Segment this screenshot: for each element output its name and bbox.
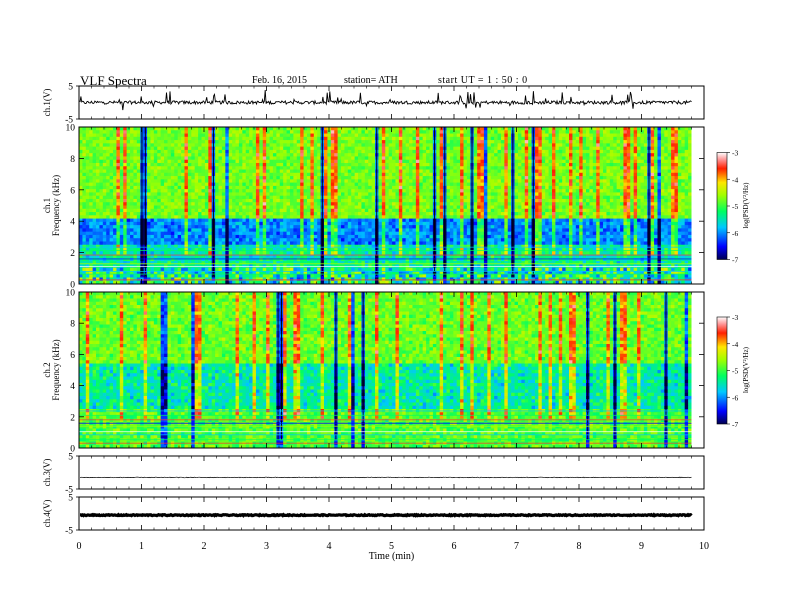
y-tick-label: 5 xyxy=(68,83,73,93)
colorbar-tick-label: -7 xyxy=(732,256,738,265)
colorbar-tick-label: -7 xyxy=(732,420,738,429)
y-tick-label: 5 xyxy=(68,494,73,504)
colorbar-tick-label: -6 xyxy=(732,393,738,402)
x-tick-label: 10 xyxy=(699,541,709,552)
y-tick-label: 4 xyxy=(70,382,75,392)
colorbar xyxy=(716,316,728,425)
y-tick-label: -5 xyxy=(65,527,73,537)
y-tick-label: -5 xyxy=(65,116,73,126)
spectrogram-ch1 xyxy=(79,127,704,285)
colorbar-tick-label: -3 xyxy=(732,149,738,158)
y-tick-label: 0 xyxy=(70,445,75,455)
x-tick-label: 9 xyxy=(639,541,644,552)
colorbar-tick-label: -6 xyxy=(732,229,738,238)
x-tick-label: 6 xyxy=(452,541,457,552)
waveform-ch4 xyxy=(79,512,693,518)
colorbar-tick-label: -5 xyxy=(732,367,738,376)
y-tick-label: 5 xyxy=(68,453,73,463)
x-axis-label: Time (min) xyxy=(369,551,414,562)
x-tick-label: 8 xyxy=(577,541,582,552)
x-tick-label: 5 xyxy=(389,541,394,552)
y-tick-label: 6 xyxy=(70,186,75,196)
y-tick-label: 6 xyxy=(70,351,75,361)
x-tick-label: 3 xyxy=(264,541,269,552)
colorbar-tick-label: -4 xyxy=(732,175,738,184)
y-tick-label: 10 xyxy=(66,289,76,299)
y-tick-label: 8 xyxy=(70,320,75,330)
x-tick-label: 4 xyxy=(327,541,332,552)
y-tick-label: -5 xyxy=(65,486,73,496)
waveform-ch3 xyxy=(79,476,692,479)
colorbar-tick-label: -4 xyxy=(732,340,738,349)
y-axis-label: Frequency (kHz) xyxy=(51,339,61,400)
x-tick-label: 0 xyxy=(77,541,82,552)
y-axis-label: ch.3(V) xyxy=(42,459,52,487)
y-axis-label: ch.2 xyxy=(42,362,52,377)
start-ut-label: start UT = 1 : 50 : 0 xyxy=(438,75,528,86)
y-tick-label: 0 xyxy=(70,281,75,291)
y-axis-label: ch.1(V) xyxy=(42,89,52,117)
y-tick-label: 2 xyxy=(70,249,75,259)
colorbar-label: log(PSD(V²/Hz) xyxy=(742,346,750,393)
waveform-ch1 xyxy=(79,89,692,111)
date-label: Feb. 16, 2015 xyxy=(252,75,307,86)
colorbar-label: log(PSD(V²/Hz) xyxy=(742,182,750,229)
y-tick-label: 4 xyxy=(70,218,75,228)
x-tick-label: 7 xyxy=(514,541,519,552)
y-axis-label: ch.1 xyxy=(42,198,52,213)
x-tick-label: 2 xyxy=(202,541,207,552)
colorbar-tick-label: -3 xyxy=(732,313,738,322)
colorbar-tick-label: -5 xyxy=(732,202,738,211)
y-axis-label: ch.4(V) xyxy=(42,500,52,528)
colorbar xyxy=(716,152,728,260)
y-axis-label: Frequency (kHz) xyxy=(51,175,61,236)
y-tick-label: 10 xyxy=(66,124,76,134)
x-tick-label: 1 xyxy=(139,541,144,552)
y-tick-label: 2 xyxy=(70,413,75,423)
spectrogram-ch2 xyxy=(79,292,704,449)
station-label: station= ATH xyxy=(344,75,398,86)
chart-title: VLF Spectra xyxy=(80,73,147,88)
y-tick-label: 8 xyxy=(70,155,75,165)
